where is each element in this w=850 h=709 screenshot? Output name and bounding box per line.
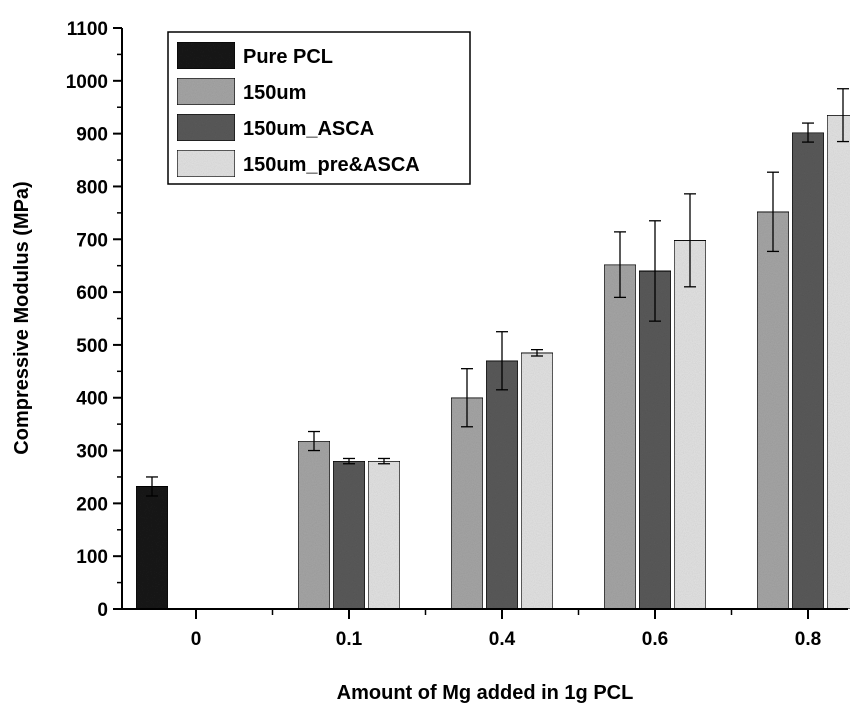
x-tick-label: 0.4 — [489, 629, 516, 650]
x-axis-title: Amount of Mg added in 1g PCL — [337, 682, 634, 704]
y-tick-label: 0 — [97, 600, 108, 621]
bar — [486, 361, 518, 609]
legend-swatch — [177, 42, 235, 69]
legend-label: 150um_pre&ASCA — [243, 154, 420, 176]
bar — [827, 115, 850, 609]
bar — [792, 133, 824, 609]
x-tick-label: 0 — [191, 629, 202, 650]
y-tick-label: 100 — [76, 547, 108, 568]
bar — [451, 398, 483, 609]
y-tick-label: 400 — [76, 389, 108, 410]
legend-label: 150um — [243, 82, 306, 104]
x-tick-label: 0.8 — [795, 629, 821, 650]
legend-label: 150um_ASCA — [243, 118, 374, 140]
y-tick-label: 200 — [76, 494, 108, 515]
y-tick-label: 1000 — [66, 72, 108, 93]
bar — [521, 353, 553, 609]
bar — [604, 265, 636, 609]
bar — [298, 441, 330, 609]
bar — [368, 461, 400, 609]
legend-swatch — [177, 114, 235, 141]
legend-label: Pure PCL — [243, 46, 333, 68]
x-ticks: 0 0.1 0.4 0.6 0.8 — [191, 609, 822, 650]
bar — [757, 212, 789, 609]
y-tick-label: 900 — [76, 125, 108, 146]
y-ticks: 0 100 200 300 400 500 600 700 800 900 1000 1100 — [66, 19, 122, 621]
y-tick-label: 300 — [76, 442, 108, 463]
bars-layer — [136, 115, 850, 609]
x-tick-label: 0.1 — [336, 629, 363, 650]
bar — [674, 240, 706, 609]
x-tick-label: 0.6 — [642, 629, 668, 650]
legend-swatch — [177, 150, 235, 177]
y-tick-label: 800 — [76, 177, 108, 198]
y-tick-label: 600 — [76, 283, 108, 304]
legend-swatch — [177, 78, 235, 105]
bar — [136, 486, 168, 609]
legend: Pure PCL 150um 150um_ASCA 150um_pre&ASCA — [168, 32, 470, 184]
y-tick-label: 700 — [76, 230, 108, 251]
y-axis-title: Compressive Modulus (MPa) — [11, 181, 33, 454]
y-tick-label: 500 — [76, 336, 108, 357]
bar — [333, 461, 365, 609]
y-tick-label: 1100 — [67, 19, 108, 40]
